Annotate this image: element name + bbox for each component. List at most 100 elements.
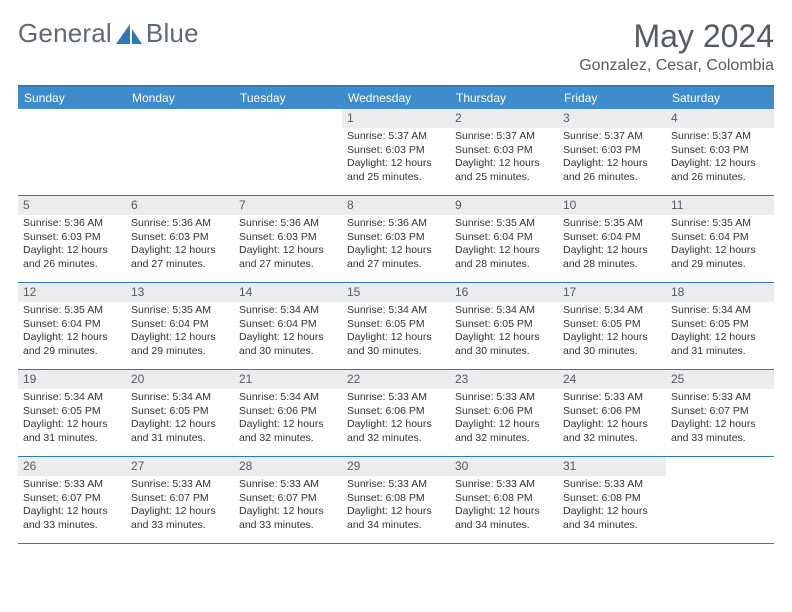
day-line: Sunrise: 5:34 AM <box>563 304 661 317</box>
weekday-header: Thursday <box>450 87 558 109</box>
day-line: Sunrise: 5:36 AM <box>239 217 337 230</box>
day-line: Sunset: 6:04 PM <box>563 231 661 244</box>
week-row: 5Sunrise: 5:36 AMSunset: 6:03 PMDaylight… <box>18 196 774 283</box>
week-row: 26Sunrise: 5:33 AMSunset: 6:07 PMDayligh… <box>18 457 774 544</box>
day-cell: 21Sunrise: 5:34 AMSunset: 6:06 PMDayligh… <box>234 370 342 456</box>
day-line: Sunrise: 5:34 AM <box>131 391 229 404</box>
weekday-header: Tuesday <box>234 87 342 109</box>
day-number: 1 <box>342 109 450 128</box>
day-number: 3 <box>558 109 666 128</box>
day-line: Daylight: 12 hours and 31 minutes. <box>23 418 121 445</box>
day-line: Sunset: 6:06 PM <box>455 405 553 418</box>
day-body: Sunrise: 5:36 AMSunset: 6:03 PMDaylight:… <box>234 215 342 275</box>
day-line: Sunrise: 5:33 AM <box>347 478 445 491</box>
day-cell: 29Sunrise: 5:33 AMSunset: 6:08 PMDayligh… <box>342 457 450 543</box>
day-line: Daylight: 12 hours and 32 minutes. <box>347 418 445 445</box>
day-line: Sunset: 6:05 PM <box>131 405 229 418</box>
day-number: 24 <box>558 370 666 389</box>
weekday-header: Friday <box>558 87 666 109</box>
day-cell: 27Sunrise: 5:33 AMSunset: 6:07 PMDayligh… <box>126 457 234 543</box>
day-number: 31 <box>558 457 666 476</box>
day-line: Sunset: 6:08 PM <box>347 492 445 505</box>
day-line: Sunrise: 5:37 AM <box>347 130 445 143</box>
day-number <box>126 109 234 128</box>
day-line: Daylight: 12 hours and 27 minutes. <box>131 244 229 271</box>
day-cell: 9Sunrise: 5:35 AMSunset: 6:04 PMDaylight… <box>450 196 558 282</box>
location-label: Gonzalez, Cesar, Colombia <box>579 57 774 75</box>
day-number: 2 <box>450 109 558 128</box>
day-number: 28 <box>234 457 342 476</box>
day-cell: 10Sunrise: 5:35 AMSunset: 6:04 PMDayligh… <box>558 196 666 282</box>
day-cell: 12Sunrise: 5:35 AMSunset: 6:04 PMDayligh… <box>18 283 126 369</box>
day-line: Daylight: 12 hours and 26 minutes. <box>671 157 769 184</box>
day-line: Sunrise: 5:34 AM <box>239 304 337 317</box>
day-cell: 24Sunrise: 5:33 AMSunset: 6:06 PMDayligh… <box>558 370 666 456</box>
day-line: Sunrise: 5:33 AM <box>455 478 553 491</box>
day-line: Daylight: 12 hours and 27 minutes. <box>239 244 337 271</box>
calendar-page: General Blue May 2024 Gonzalez, Cesar, C… <box>0 0 792 544</box>
day-cell: 6Sunrise: 5:36 AMSunset: 6:03 PMDaylight… <box>126 196 234 282</box>
day-line: Daylight: 12 hours and 29 minutes. <box>23 331 121 358</box>
day-line: Sunset: 6:07 PM <box>131 492 229 505</box>
day-body: Sunrise: 5:33 AMSunset: 6:07 PMDaylight:… <box>666 389 774 449</box>
day-cell: 4Sunrise: 5:37 AMSunset: 6:03 PMDaylight… <box>666 109 774 195</box>
day-line: Daylight: 12 hours and 25 minutes. <box>455 157 553 184</box>
day-number: 6 <box>126 196 234 215</box>
day-line: Sunset: 6:03 PM <box>563 144 661 157</box>
day-line: Daylight: 12 hours and 31 minutes. <box>131 418 229 445</box>
day-number: 5 <box>18 196 126 215</box>
day-line: Daylight: 12 hours and 33 minutes. <box>23 505 121 532</box>
day-cell: 26Sunrise: 5:33 AMSunset: 6:07 PMDayligh… <box>18 457 126 543</box>
day-cell: 15Sunrise: 5:34 AMSunset: 6:05 PMDayligh… <box>342 283 450 369</box>
day-line: Sunrise: 5:33 AM <box>239 478 337 491</box>
day-number <box>234 109 342 128</box>
day-line: Sunrise: 5:37 AM <box>563 130 661 143</box>
day-line: Sunrise: 5:33 AM <box>347 391 445 404</box>
week-row: 12Sunrise: 5:35 AMSunset: 6:04 PMDayligh… <box>18 283 774 370</box>
day-line: Sunset: 6:03 PM <box>455 144 553 157</box>
day-line: Sunset: 6:03 PM <box>347 231 445 244</box>
weekday-header: Wednesday <box>342 87 450 109</box>
day-line: Sunrise: 5:34 AM <box>23 391 121 404</box>
day-number: 10 <box>558 196 666 215</box>
day-number: 11 <box>666 196 774 215</box>
day-number: 25 <box>666 370 774 389</box>
day-line: Sunset: 6:05 PM <box>455 318 553 331</box>
day-line: Daylight: 12 hours and 33 minutes. <box>239 505 337 532</box>
day-body: Sunrise: 5:36 AMSunset: 6:03 PMDaylight:… <box>342 215 450 275</box>
day-number: 22 <box>342 370 450 389</box>
day-line: Daylight: 12 hours and 29 minutes. <box>671 244 769 271</box>
day-line: Daylight: 12 hours and 30 minutes. <box>563 331 661 358</box>
day-body: Sunrise: 5:37 AMSunset: 6:03 PMDaylight:… <box>666 128 774 188</box>
day-line: Sunset: 6:08 PM <box>563 492 661 505</box>
logo-text-general: General <box>18 18 112 49</box>
day-number: 30 <box>450 457 558 476</box>
day-body: Sunrise: 5:34 AMSunset: 6:05 PMDaylight:… <box>126 389 234 449</box>
day-line: Sunrise: 5:36 AM <box>23 217 121 230</box>
day-cell: 23Sunrise: 5:33 AMSunset: 6:06 PMDayligh… <box>450 370 558 456</box>
day-line: Sunset: 6:04 PM <box>455 231 553 244</box>
logo-text-blue: Blue <box>146 18 199 49</box>
day-line: Daylight: 12 hours and 32 minutes. <box>455 418 553 445</box>
weekday-header: Sunday <box>18 87 126 109</box>
day-cell: 30Sunrise: 5:33 AMSunset: 6:08 PMDayligh… <box>450 457 558 543</box>
day-body: Sunrise: 5:37 AMSunset: 6:03 PMDaylight:… <box>450 128 558 188</box>
day-body: Sunrise: 5:37 AMSunset: 6:03 PMDaylight:… <box>342 128 450 188</box>
day-line: Sunrise: 5:34 AM <box>671 304 769 317</box>
day-line: Sunset: 6:04 PM <box>131 318 229 331</box>
day-body <box>234 128 342 134</box>
day-body: Sunrise: 5:34 AMSunset: 6:05 PMDaylight:… <box>450 302 558 362</box>
day-cell <box>666 457 774 543</box>
day-line: Daylight: 12 hours and 28 minutes. <box>563 244 661 271</box>
day-line: Sunset: 6:03 PM <box>347 144 445 157</box>
day-body: Sunrise: 5:36 AMSunset: 6:03 PMDaylight:… <box>18 215 126 275</box>
day-line: Sunrise: 5:37 AM <box>455 130 553 143</box>
day-line: Daylight: 12 hours and 26 minutes. <box>23 244 121 271</box>
day-line: Sunset: 6:07 PM <box>239 492 337 505</box>
day-body: Sunrise: 5:33 AMSunset: 6:07 PMDaylight:… <box>234 476 342 536</box>
day-number: 7 <box>234 196 342 215</box>
day-line: Daylight: 12 hours and 34 minutes. <box>455 505 553 532</box>
day-body: Sunrise: 5:33 AMSunset: 6:06 PMDaylight:… <box>450 389 558 449</box>
day-number: 16 <box>450 283 558 302</box>
day-cell: 20Sunrise: 5:34 AMSunset: 6:05 PMDayligh… <box>126 370 234 456</box>
